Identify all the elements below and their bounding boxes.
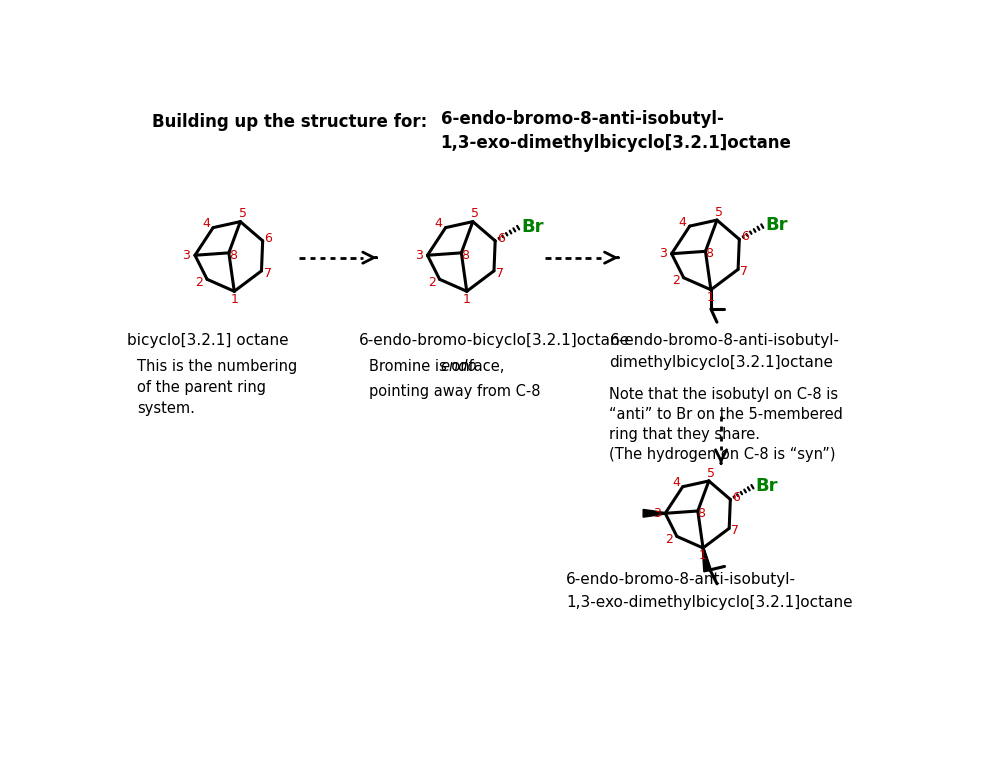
Text: 3: 3 <box>183 248 191 262</box>
Text: This is the numbering
of the parent ring
system.: This is the numbering of the parent ring… <box>136 359 297 416</box>
Polygon shape <box>643 509 665 517</box>
Text: face,: face, <box>464 359 504 375</box>
Text: 1: 1 <box>699 549 707 562</box>
Text: 6-endo-bromo-8-anti-isobutyl-: 6-endo-bromo-8-anti-isobutyl- <box>610 333 840 348</box>
Text: 5: 5 <box>715 206 724 219</box>
Text: 5: 5 <box>471 207 479 221</box>
Text: Br: Br <box>755 477 778 495</box>
Text: 2: 2 <box>428 276 436 289</box>
Text: Note that the isobutyl on C-8 is
“anti” to Br on the 5-membered
ring that they s: Note that the isobutyl on C-8 is “anti” … <box>610 387 844 462</box>
Text: 2: 2 <box>195 276 203 289</box>
Text: Bromine is on: Bromine is on <box>369 359 474 375</box>
Text: 6-endo-bromo-8-anti-isobutyl-: 6-endo-bromo-8-anti-isobutyl- <box>566 572 796 587</box>
Text: 3: 3 <box>653 507 661 520</box>
Text: Building up the structure for:: Building up the structure for: <box>152 113 427 131</box>
Text: 7: 7 <box>740 265 748 278</box>
Text: pointing away from C-8: pointing away from C-8 <box>369 384 541 399</box>
Text: 8: 8 <box>229 248 237 262</box>
Text: 7: 7 <box>264 267 272 279</box>
Text: 8: 8 <box>462 248 469 262</box>
Text: 1,3-exo-dimethylbicyclo[3.2.1]octane: 1,3-exo-dimethylbicyclo[3.2.1]octane <box>441 135 791 152</box>
Text: 6: 6 <box>497 232 505 245</box>
Text: 5: 5 <box>707 467 715 480</box>
Polygon shape <box>702 548 712 572</box>
Text: Br: Br <box>765 216 788 235</box>
Text: 7: 7 <box>496 267 505 279</box>
Text: 1: 1 <box>707 291 715 304</box>
Text: 4: 4 <box>679 216 686 228</box>
Text: 6-endo-bromo-bicyclo[3.2.1]octane: 6-endo-bromo-bicyclo[3.2.1]octane <box>359 333 630 348</box>
Text: 2: 2 <box>672 274 680 287</box>
Text: 3: 3 <box>659 247 667 260</box>
Text: 4: 4 <box>202 217 210 230</box>
Text: 8: 8 <box>705 247 713 260</box>
Text: 4: 4 <box>435 217 443 230</box>
Text: 1: 1 <box>231 293 239 306</box>
Text: 6-endo-bromo-8-anti-isobutyl-: 6-endo-bromo-8-anti-isobutyl- <box>441 110 724 128</box>
Text: 7: 7 <box>732 524 739 537</box>
Text: 3: 3 <box>415 248 423 262</box>
Text: 1: 1 <box>463 293 470 306</box>
Text: 6: 6 <box>264 232 272 245</box>
Text: bicyclo[3.2.1] octane: bicyclo[3.2.1] octane <box>127 333 289 348</box>
Text: 4: 4 <box>672 477 680 489</box>
Text: 5: 5 <box>239 207 246 221</box>
Text: dimethylbicyclo[3.2.1]octane: dimethylbicyclo[3.2.1]octane <box>610 354 834 370</box>
Text: 1,3-exo-dimethylbicyclo[3.2.1]octane: 1,3-exo-dimethylbicyclo[3.2.1]octane <box>566 595 852 610</box>
Text: 2: 2 <box>666 533 674 546</box>
Text: 8: 8 <box>697 507 706 520</box>
Text: endo: endo <box>441 359 477 375</box>
Text: 6: 6 <box>740 231 748 244</box>
Text: Br: Br <box>521 217 544 236</box>
Text: 6: 6 <box>732 491 739 504</box>
